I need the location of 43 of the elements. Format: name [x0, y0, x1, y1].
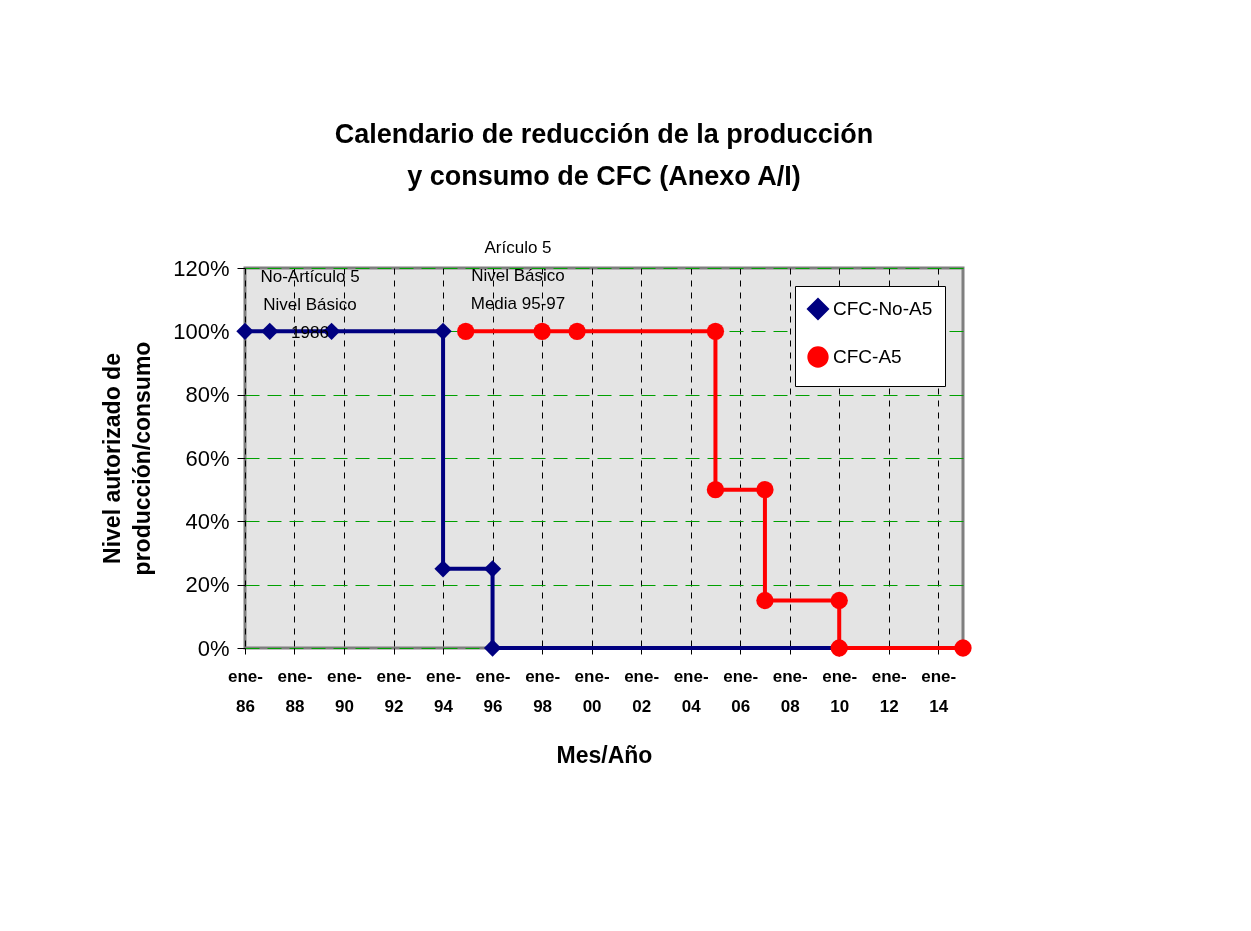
x-tick-label: ene-12: [871, 666, 907, 716]
point: [483, 560, 502, 578]
x-tick-label: ene-92: [376, 666, 412, 716]
x-tick-label: ene-04: [673, 666, 709, 716]
point: [236, 322, 254, 340]
y-tick-label: 20%: [185, 572, 230, 598]
point: [706, 481, 725, 499]
point: [756, 591, 774, 610]
x-tick-label: ene-88: [277, 666, 313, 716]
x-tick-label: ene-94: [426, 666, 462, 716]
annotation: Arículo 5 Nivel Básico Media 95-97: [470, 238, 566, 313]
x-tick-label: ene-98: [525, 666, 561, 716]
x-tick-label: ene-86: [228, 666, 263, 716]
point: [457, 322, 475, 340]
y-tick-label: 120%: [173, 255, 230, 281]
y-tick-label: 0%: [197, 635, 230, 661]
point: [434, 322, 452, 340]
x-tick-label: ene-02: [624, 666, 660, 716]
chart-title: Calendario de reducción de la producción y consumo de CFC (Anexo A/I): [334, 119, 874, 191]
x-tick-label: ene-00: [574, 666, 610, 716]
point: [261, 322, 279, 340]
y-tick-label: 40%: [185, 508, 230, 534]
point: [533, 322, 551, 340]
point: [483, 639, 502, 657]
y-tick-label: 100%: [173, 318, 230, 344]
legend-label: CFC-A5: [833, 346, 902, 367]
point: [568, 322, 586, 340]
legend-label: CFC-No-A5: [833, 298, 933, 319]
y-tick-label: 80%: [185, 382, 230, 408]
point: [434, 560, 452, 578]
point: [756, 481, 774, 499]
point: [706, 322, 725, 340]
y-tick-label: 60%: [185, 445, 230, 471]
x-tick-label: ene-90: [327, 666, 363, 716]
x-tick-label: ene-14: [921, 666, 957, 716]
x-tick-label: ene-10: [822, 666, 858, 716]
y-axis-title: Nivel autorizado de producción/consumo: [99, 341, 156, 576]
x-axis-title: Mes/Año: [556, 741, 653, 768]
point: [830, 591, 848, 610]
x-tick-label: ene-96: [475, 666, 511, 716]
x-tick-label: ene-08: [772, 666, 808, 716]
point: [954, 639, 972, 657]
x-tick-label: ene-06: [723, 666, 759, 716]
